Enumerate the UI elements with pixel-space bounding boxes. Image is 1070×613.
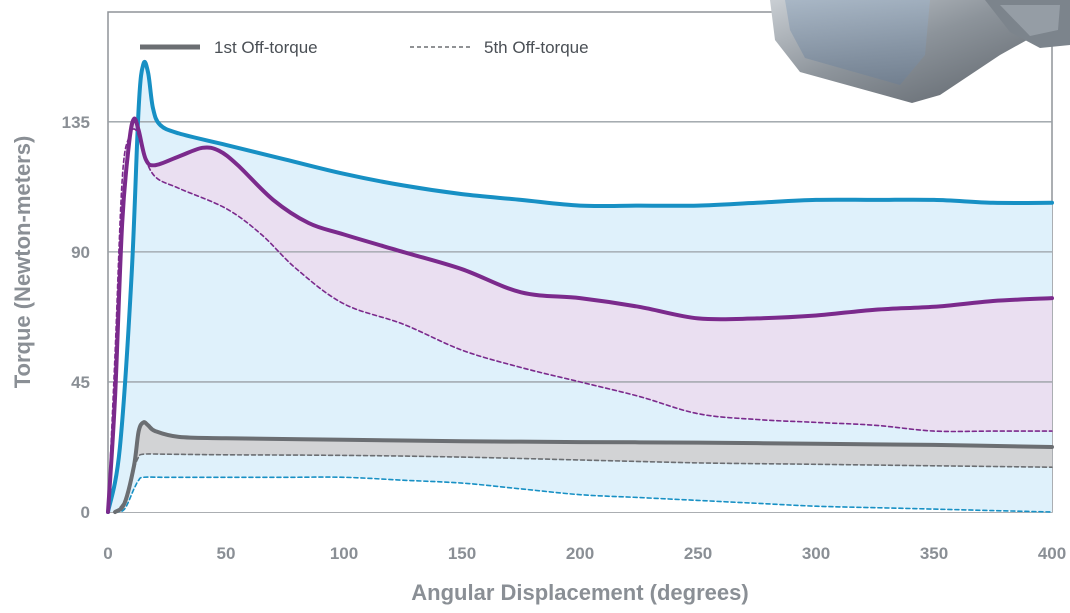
gray-solid-line bbox=[113, 420, 1054, 514]
legend-label-5th: 5th Off-torque bbox=[484, 38, 589, 57]
gray-dashed-line bbox=[114, 453, 1053, 513]
y-tick-label: 90 bbox=[71, 243, 90, 262]
legend: 1st Off-torque 5th Off-torque bbox=[140, 38, 589, 57]
purple-dashed-line bbox=[107, 128, 1053, 513]
x-axis-label: Angular Displacement (degrees) bbox=[411, 580, 748, 605]
x-tick-label: 200 bbox=[566, 544, 594, 563]
x-tick-label: 250 bbox=[684, 544, 712, 563]
purple-band-fill bbox=[108, 118, 1052, 512]
x-tick-label: 350 bbox=[920, 544, 948, 563]
purple-solid-line bbox=[106, 116, 1054, 514]
x-tick-label: 400 bbox=[1038, 544, 1066, 563]
y-tick-label: 135 bbox=[62, 113, 90, 132]
y-axis-label: Torque (Newton-meters) bbox=[10, 136, 35, 389]
below-baseline-fill bbox=[115, 477, 1053, 512]
x-tick-label: 100 bbox=[330, 544, 358, 563]
x-tick-label: 150 bbox=[448, 544, 476, 563]
x-tick-label: 300 bbox=[802, 544, 830, 563]
y-tick-label: 0 bbox=[81, 503, 90, 522]
y-tick-label: 45 bbox=[71, 373, 90, 392]
x-tick-label: 0 bbox=[103, 544, 112, 563]
blue-dashed-line bbox=[114, 476, 1053, 513]
tool-bit-photo bbox=[770, 0, 1070, 103]
legend-label-1st: 1st Off-torque bbox=[214, 38, 318, 57]
blue-solid-line bbox=[106, 59, 1054, 514]
x-tick-label: 50 bbox=[217, 544, 236, 563]
